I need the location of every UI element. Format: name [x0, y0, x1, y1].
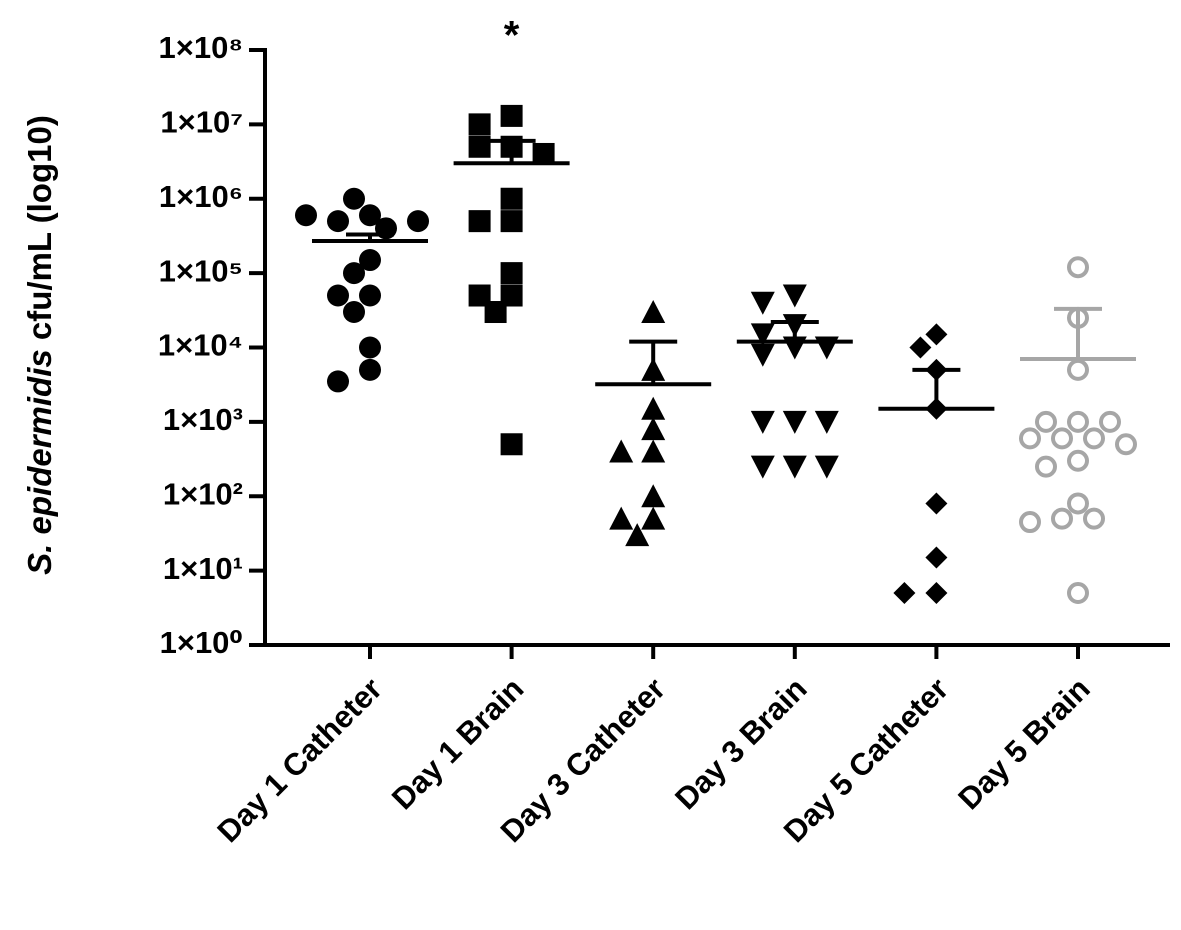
dot	[925, 546, 948, 569]
dot	[327, 284, 349, 307]
dot	[1067, 410, 1089, 433]
dot	[641, 396, 666, 420]
y-tick-label: 1×10¹	[163, 551, 243, 586]
x-tick-label: Day 1 Catheter	[210, 671, 388, 849]
dot	[1051, 507, 1073, 530]
dot	[1067, 492, 1089, 515]
dot	[500, 262, 523, 285]
dot	[750, 343, 775, 367]
x-tick-label: Day 3 Brain	[668, 671, 813, 816]
y-tick-label: 1×10⁴	[158, 328, 243, 363]
dot	[295, 204, 317, 227]
dot	[500, 187, 523, 210]
dot	[609, 439, 634, 463]
dot	[343, 187, 365, 210]
dot	[359, 358, 381, 381]
dot	[1115, 433, 1137, 456]
dot	[468, 135, 491, 158]
dot	[1099, 410, 1121, 433]
dot	[1083, 427, 1105, 450]
x-tick-label: Day 1 Brain	[385, 671, 530, 816]
y-tick-label: 1×10⁸	[159, 30, 243, 65]
dot	[407, 210, 429, 233]
y-axis-label: S. epidermidis cfu/mL (log10)	[21, 115, 58, 575]
dot	[625, 523, 650, 547]
dot	[1051, 427, 1073, 450]
y-label-text: cfu/mL (log10)	[21, 115, 58, 340]
dot	[814, 410, 839, 434]
dot	[1035, 410, 1057, 433]
dot	[1035, 455, 1057, 478]
dot	[1019, 427, 1041, 450]
dot	[909, 336, 932, 359]
dot	[609, 506, 634, 530]
dot	[641, 300, 666, 324]
y-tick-label: 1×10²	[163, 476, 243, 511]
dot	[359, 336, 381, 359]
dot	[327, 210, 349, 233]
dot	[327, 370, 349, 393]
dot	[1067, 256, 1089, 279]
dot	[532, 142, 555, 165]
dot	[468, 210, 491, 233]
dot	[893, 582, 916, 605]
dot	[359, 284, 381, 307]
dot	[359, 249, 381, 272]
dot	[484, 301, 507, 324]
dot	[468, 113, 491, 136]
dot	[925, 323, 948, 346]
y-tick-label: 1×10⁰	[160, 625, 243, 660]
dot	[1019, 511, 1041, 534]
y-label-italic: S. epidermidis	[21, 349, 58, 575]
dot	[1067, 358, 1089, 381]
dot	[750, 410, 775, 434]
dot	[641, 439, 666, 463]
dot	[1067, 449, 1089, 472]
dot	[782, 284, 807, 308]
dot	[359, 204, 381, 227]
dot	[641, 484, 666, 508]
y-tick-label: 1×10⁷	[160, 105, 243, 140]
dot	[500, 433, 523, 456]
dot	[925, 492, 948, 515]
y-tick-label: 1×10⁶	[159, 179, 243, 214]
dot	[750, 291, 775, 315]
dot	[343, 301, 365, 324]
y-tick-label: 1×10³	[163, 402, 243, 437]
dot	[1067, 582, 1089, 605]
dot	[925, 582, 948, 605]
dot	[750, 455, 775, 479]
dot	[1083, 507, 1105, 530]
dot	[500, 104, 523, 127]
dot	[641, 506, 666, 530]
dot	[782, 410, 807, 434]
dot	[814, 455, 839, 479]
annotation: *	[504, 14, 520, 58]
dot	[343, 262, 365, 285]
dot	[500, 210, 523, 233]
dot	[641, 417, 666, 441]
y-tick-label: 1×10⁵	[159, 253, 243, 288]
dot	[782, 455, 807, 479]
dot	[750, 323, 775, 347]
x-tick-label: Day 5 Brain	[951, 671, 1096, 816]
